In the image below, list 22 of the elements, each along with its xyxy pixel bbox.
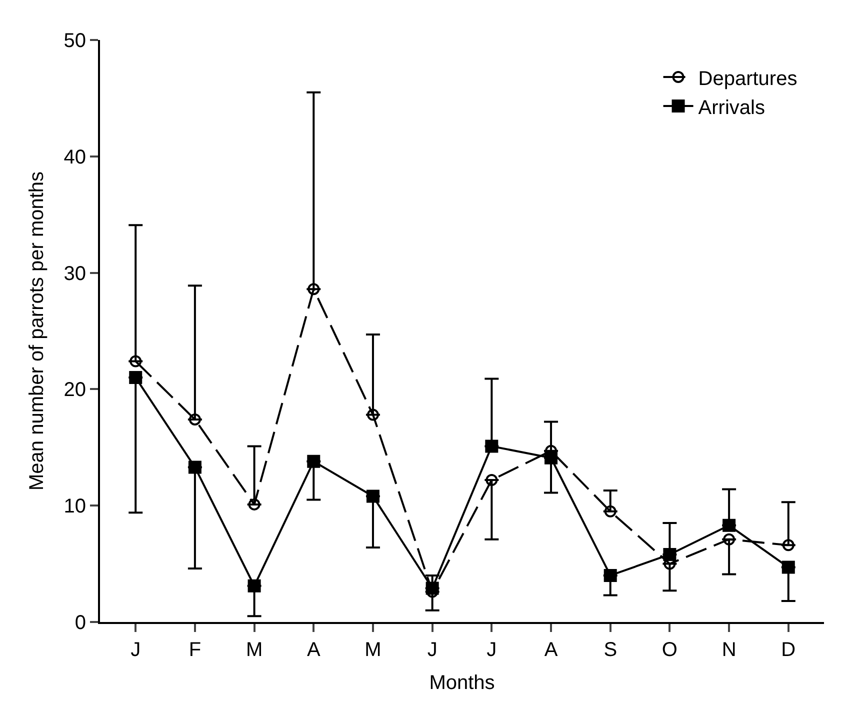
x-tick-label: A [544,639,558,661]
y-tick-label: 30 [64,262,86,285]
x-axis-title: Months [429,672,495,694]
x-tick-label: M [246,639,263,661]
y-tick-label: 40 [64,146,86,168]
x-tick-label: J [130,639,141,661]
x-tick-label: A [306,639,321,661]
y-tick-label: 10 [64,496,86,518]
x-tick-label: S [604,639,618,661]
x-tick-label: J [486,639,497,661]
x-tick-label: O [662,639,678,661]
legend-label: Arrivals [698,96,765,119]
x-tick-label: M [364,639,382,661]
x-tick-label: D [781,639,796,661]
y-axis-title: Mean number of parrots per months [26,171,48,491]
x-tick-label: F [188,639,202,661]
x-tick-label: N [722,639,736,661]
x-tick-label: J [427,639,438,661]
y-tick-label: 20 [64,379,86,402]
legend-label: Departures [698,68,798,90]
y-tick-label: 0 [74,612,86,634]
y-tick-label: 50 [64,30,86,52]
